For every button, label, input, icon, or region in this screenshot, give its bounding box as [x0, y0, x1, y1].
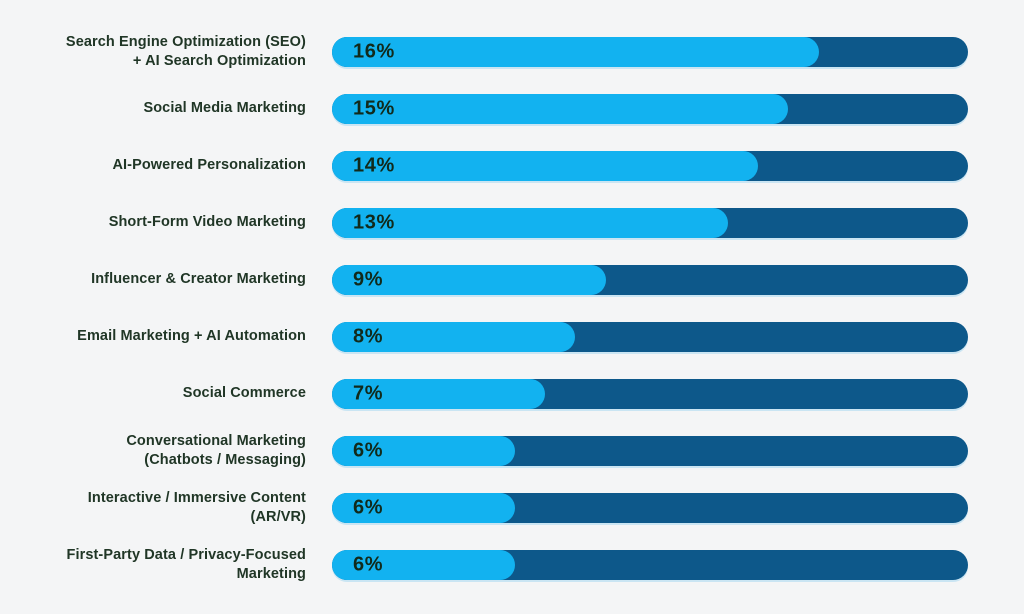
bar-zone: 14%: [332, 150, 968, 181]
category-label-line: Marketing: [236, 565, 306, 582]
bar-track: 6%: [332, 492, 968, 523]
chart-row: First-Party Data / Privacy-Focused Market…: [0, 536, 1024, 593]
bar-zone: 7%: [332, 378, 968, 409]
bar-track: 14%: [332, 150, 968, 181]
chart-row: Interactive / Immersive Content (AR/VR) 6…: [0, 479, 1024, 536]
bar-fill: 16%: [332, 36, 819, 67]
bar-track: 8%: [332, 321, 968, 352]
category-label-line: Conversational Marketing: [126, 432, 306, 449]
category-label-line: AI-Powered Personalization: [112, 157, 306, 173]
category-label-line: First-Party Data / Privacy-Focused: [66, 546, 306, 563]
chart-row: Email Marketing + AI Automation 8%: [0, 308, 1024, 365]
bar-value-label: 15%: [353, 97, 395, 119]
category-label: Social Commerce: [0, 384, 306, 403]
bar-fill: 8%: [332, 321, 576, 352]
category-label-line: + AI Search Optimization: [132, 52, 306, 69]
category-label: Search Engine Optimization (SEO) + AI Sea…: [0, 33, 306, 71]
bar-value-label: 9%: [353, 268, 384, 290]
category-label-line: Social Commerce: [182, 385, 306, 401]
bar-fill: 13%: [332, 207, 728, 238]
bar-zone: 16%: [332, 36, 968, 67]
category-label-line: (AR/VR): [250, 508, 306, 525]
bar-zone: 9%: [332, 264, 968, 295]
bar-fill: 6%: [332, 549, 515, 580]
chart-row: Search Engine Optimization (SEO) + AI Sea…: [0, 23, 1024, 80]
category-label-line: Influencer & Creator Marketing: [91, 271, 306, 287]
bar-fill: 7%: [332, 378, 545, 409]
category-label-line: Social Media Marketing: [143, 100, 306, 116]
category-label-line: (Chatbots / Messaging): [144, 451, 306, 468]
bar-value-label: 16%: [353, 40, 395, 62]
bar-zone: 8%: [332, 321, 968, 352]
bar-fill: 9%: [332, 264, 606, 295]
chart-row: Short-Form Video Marketing 13%: [0, 194, 1024, 251]
chart-row: Conversational Marketing (Chatbots / Mess…: [0, 422, 1024, 479]
bar-track: 6%: [332, 549, 968, 580]
category-label: First-Party Data / Privacy-Focused Market…: [0, 546, 306, 584]
bar-track: 16%: [332, 36, 968, 67]
category-label: Interactive / Immersive Content (AR/VR): [0, 489, 306, 527]
category-label: Influencer & Creator Marketing: [0, 270, 306, 289]
bar-value-label: 8%: [353, 325, 384, 347]
category-label: Short-Form Video Marketing: [0, 213, 306, 232]
bar-fill: 14%: [332, 150, 759, 181]
bar-zone: 13%: [332, 207, 968, 238]
bar-value-label: 6%: [353, 496, 384, 518]
bar-fill: 6%: [332, 492, 515, 523]
chart-row: Influencer & Creator Marketing 9%: [0, 251, 1024, 308]
bar-track: 13%: [332, 207, 968, 238]
bar-zone: 6%: [332, 492, 968, 523]
bar-zone: 15%: [332, 93, 968, 124]
bar-value-label: 7%: [353, 382, 384, 404]
bar-fill: 15%: [332, 93, 789, 124]
bar-value-label: 6%: [353, 439, 384, 461]
category-label: Email Marketing + AI Automation: [0, 327, 306, 346]
category-label: Conversational Marketing (Chatbots / Mess…: [0, 432, 306, 470]
category-label-line: Search Engine Optimization (SEO): [65, 33, 306, 50]
bar-track: 9%: [332, 264, 968, 295]
category-label-line: Short-Form Video Marketing: [108, 214, 306, 230]
bar-zone: 6%: [332, 549, 968, 580]
bar-track: 7%: [332, 378, 968, 409]
category-label: AI-Powered Personalization: [0, 156, 306, 175]
category-label: Social Media Marketing: [0, 99, 306, 118]
bar-value-label: 14%: [353, 154, 395, 176]
bar-fill: 6%: [332, 435, 515, 466]
bar-value-label: 13%: [353, 211, 395, 233]
bar-track: 6%: [332, 435, 968, 466]
category-label-line: Interactive / Immersive Content: [87, 489, 306, 506]
chart-row: Social Commerce 7%: [0, 365, 1024, 422]
chart-row: AI-Powered Personalization 14%: [0, 137, 1024, 194]
bar-zone: 6%: [332, 435, 968, 466]
bar-track: 15%: [332, 93, 968, 124]
category-label-line: Email Marketing + AI Automation: [77, 328, 306, 344]
bar-value-label: 6%: [353, 553, 384, 575]
chart-row: Social Media Marketing 15%: [0, 80, 1024, 137]
